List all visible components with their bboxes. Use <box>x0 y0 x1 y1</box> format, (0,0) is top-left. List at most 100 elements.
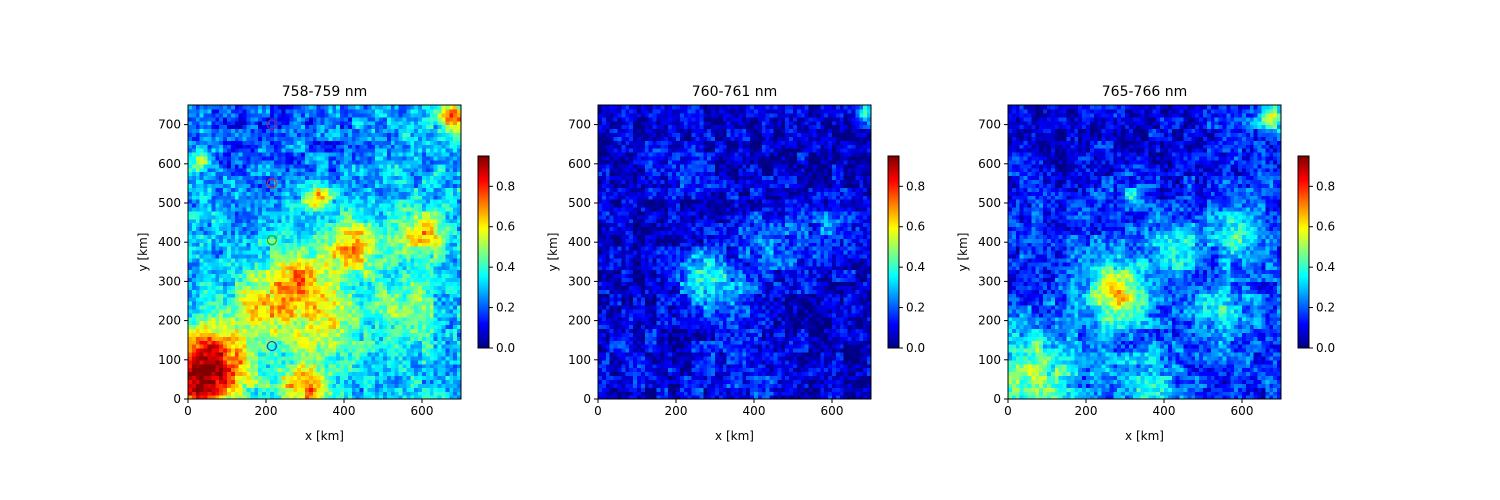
heatmap-cell <box>406 332 411 337</box>
heatmap-cell <box>398 387 404 392</box>
heatmap-cell <box>398 128 404 134</box>
heatmap-cell <box>211 234 216 239</box>
heatmap-cell <box>191 210 197 216</box>
heatmap-cell <box>324 332 329 337</box>
heatmap-cell <box>199 328 205 333</box>
heatmap-cell <box>445 395 450 400</box>
heatmap-cell <box>328 363 333 369</box>
heatmap-cell <box>437 155 443 161</box>
heatmap-cell <box>227 379 232 384</box>
heatmap-cell <box>219 238 224 243</box>
heatmap-cell <box>390 124 396 130</box>
heatmap-cell <box>418 371 423 377</box>
heatmap-cell <box>277 371 283 377</box>
heatmap-cell <box>305 285 310 290</box>
heatmap-cell <box>328 371 333 377</box>
heatmap-cell <box>425 250 431 255</box>
heatmap-cell <box>242 238 248 243</box>
heatmap-cell <box>301 140 306 145</box>
heatmap-cell <box>379 230 384 235</box>
heatmap-cell <box>347 348 353 353</box>
heatmap-cell <box>418 355 423 361</box>
heatmap-cell <box>203 191 209 196</box>
heatmap-cell <box>281 332 287 337</box>
heatmap-cell <box>363 312 368 318</box>
heatmap-cell <box>367 203 372 208</box>
heatmap-cell <box>281 230 287 235</box>
heatmap-cell <box>305 297 310 302</box>
heatmap-cell <box>238 332 244 337</box>
heatmap-cell <box>250 238 255 243</box>
heatmap-cell <box>320 359 326 365</box>
heatmap-cell <box>418 348 423 353</box>
heatmap-cell <box>429 387 435 392</box>
heatmap-cell <box>188 312 193 318</box>
heatmap-cell <box>344 218 349 224</box>
heatmap-cell <box>398 257 404 263</box>
heatmap-cell <box>297 328 302 333</box>
heatmap-cell <box>308 148 314 153</box>
heatmap-cell <box>429 348 435 353</box>
heatmap-cell <box>277 152 283 157</box>
heatmap-cell <box>324 148 329 153</box>
heatmap-cell <box>433 273 439 279</box>
heatmap-cell <box>191 206 197 212</box>
heatmap-cell <box>375 226 380 232</box>
heatmap-cell <box>449 320 454 326</box>
heatmap-cell <box>308 301 314 306</box>
heatmap-cell <box>390 351 396 357</box>
heatmap-cell <box>351 375 357 380</box>
heatmap-cell <box>281 344 287 349</box>
heatmap-cell <box>305 132 310 137</box>
heatmap-cell <box>453 159 458 165</box>
heatmap-cell <box>281 148 287 153</box>
heatmap-cell <box>402 379 407 384</box>
heatmap-cell <box>254 234 259 239</box>
heatmap-cell <box>328 167 333 173</box>
heatmap-cell <box>363 124 368 130</box>
heatmap-cell <box>281 340 287 345</box>
heatmap-cell <box>223 214 228 220</box>
heatmap-cell <box>398 226 404 232</box>
heatmap-cell <box>340 293 345 298</box>
heatmap-cell <box>230 218 236 224</box>
heatmap-cell <box>433 140 439 145</box>
heatmap-cell <box>297 265 302 271</box>
heatmap-cell <box>215 297 220 302</box>
heatmap-cell <box>433 171 439 177</box>
heatmap-cell <box>328 179 333 184</box>
heatmap-cell <box>422 269 427 275</box>
heatmap-cell <box>199 391 205 396</box>
heatmap-cell <box>394 297 400 302</box>
heatmap-cell <box>414 199 419 204</box>
heatmap-cell <box>375 163 380 169</box>
heatmap-cell <box>344 277 349 282</box>
heatmap-cell <box>390 246 396 251</box>
heatmap-cell <box>254 281 259 286</box>
heatmap-cell <box>203 324 209 330</box>
heatmap-cell <box>227 387 232 392</box>
heatmap-cell <box>305 187 310 192</box>
heatmap-cell <box>215 363 220 369</box>
heatmap-cell <box>398 140 404 145</box>
heatmap-cell <box>277 332 283 337</box>
heatmap-cell <box>262 269 267 275</box>
heatmap-cell <box>250 367 255 373</box>
heatmap-cell <box>269 336 275 341</box>
heatmap-cell <box>254 155 259 161</box>
heatmap-cell <box>203 234 209 239</box>
heatmap-cell <box>250 116 255 122</box>
heatmap-cell <box>273 171 279 177</box>
heatmap-cell <box>305 344 310 349</box>
heatmap-cell <box>429 367 435 373</box>
heatmap-cell <box>363 203 368 208</box>
heatmap-cell <box>386 206 392 212</box>
heatmap-cell <box>425 293 431 298</box>
heatmap-cell <box>383 285 388 290</box>
heatmap-cell <box>379 175 384 181</box>
heatmap-cell <box>269 281 275 286</box>
heatmap-cell <box>250 328 255 333</box>
heatmap-cell <box>379 210 384 216</box>
heatmap-cell <box>312 242 318 247</box>
heatmap-cell <box>375 375 380 380</box>
